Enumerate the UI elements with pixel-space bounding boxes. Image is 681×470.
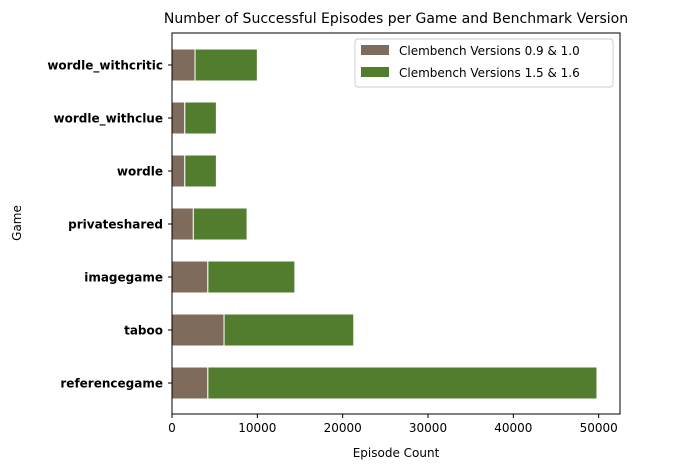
bar-privateshared-series-1 (171, 207, 194, 241)
y-tick-label: imagegame (84, 271, 163, 285)
bars-group (171, 48, 598, 400)
bar-wordle-series-1 (171, 154, 186, 188)
legend-label-series-1: Clembench Versions 0.9 & 1.0 (399, 44, 580, 58)
x-tick-label: 20000 (324, 421, 362, 435)
y-axis-label: Game (10, 205, 24, 241)
bar-wordle-withcritic-series-2 (194, 48, 258, 82)
x-tick-label: 40000 (494, 421, 532, 435)
bar-wordle-withclue-series-2 (184, 101, 217, 135)
legend-swatch-series-1 (361, 45, 389, 55)
legend: Clembench Versions 0.9 & 1.0 Clembench V… (354, 38, 614, 88)
y-tick-label: taboo (124, 324, 163, 338)
y-tick-label: referencegame (60, 377, 163, 391)
x-tick-label: 30000 (409, 421, 447, 435)
legend-label-series-2: Clembench Versions 1.5 & 1.6 (399, 66, 580, 80)
bar-privateshared-series-2 (192, 207, 248, 241)
x-tick-label: 0 (168, 421, 176, 435)
bar-referencegame-series-1 (171, 366, 209, 400)
legend-swatch-series-2 (361, 67, 389, 77)
y-axis-ticks: referencegame taboo imagegame privateshared… (47, 59, 172, 391)
y-tick-label: wordle (117, 165, 163, 179)
y-tick-label: wordle_withcritic (47, 59, 163, 74)
bar-taboo-series-2 (223, 313, 355, 347)
bar-wordle-withcritic-series-1 (171, 48, 196, 82)
y-tick-label: wordle_withclue (54, 112, 163, 127)
y-tick-label: privateshared (68, 218, 163, 232)
bar-wordle-series-2 (184, 154, 217, 188)
bar-imagegame-series-1 (171, 260, 209, 294)
bar-wordle-withclue-series-1 (171, 101, 186, 135)
x-axis-ticks: 0 10000 20000 30000 40000 50000 (168, 414, 618, 435)
legend-box (354, 38, 614, 88)
bar-imagegame-series-2 (207, 260, 296, 294)
bar-referencegame-series-2 (207, 366, 598, 400)
x-axis-label: Episode Count (353, 446, 440, 460)
x-tick-label: 50000 (580, 421, 618, 435)
chart-title: Number of Successful Episodes per Game a… (164, 11, 628, 27)
bar-taboo-series-1 (171, 313, 225, 347)
x-tick-label: 10000 (238, 421, 276, 435)
